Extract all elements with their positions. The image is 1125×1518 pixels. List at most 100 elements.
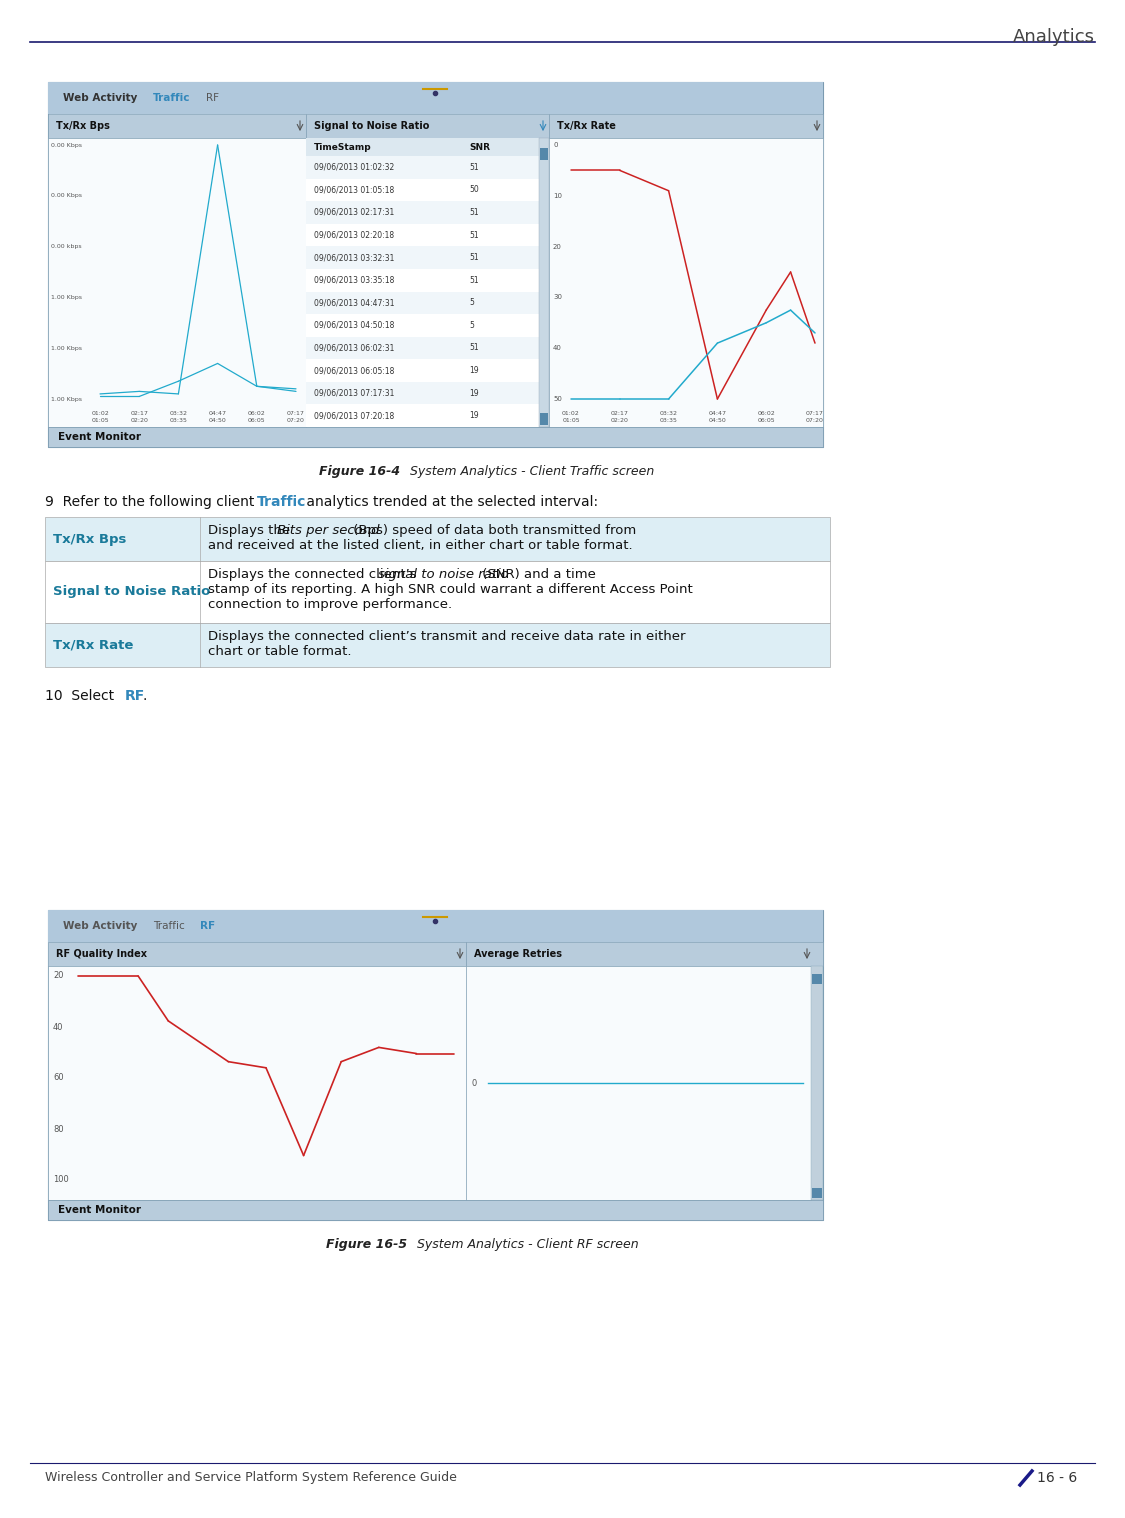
Text: 06:05: 06:05: [757, 417, 775, 424]
Bar: [306, 223, 539, 246]
Text: 01:02: 01:02: [91, 411, 109, 416]
Text: 09/06/2013 07:17:31: 09/06/2013 07:17:31: [314, 389, 395, 398]
Bar: [45, 562, 830, 622]
Bar: [306, 156, 539, 179]
Text: 07:17: 07:17: [806, 411, 824, 416]
Text: Tx/Rx Bps: Tx/Rx Bps: [53, 533, 126, 545]
Text: 16 - 6: 16 - 6: [1037, 1471, 1078, 1485]
Text: Traffic: Traffic: [153, 921, 184, 931]
Text: Tx/Rx Rate: Tx/Rx Rate: [53, 639, 134, 651]
Text: 51: 51: [469, 231, 478, 240]
Bar: [549, 138, 824, 427]
Text: 09/06/2013 06:02:31: 09/06/2013 06:02:31: [314, 343, 395, 352]
Bar: [812, 1189, 822, 1198]
Bar: [48, 82, 823, 114]
Text: 07:20: 07:20: [287, 417, 305, 424]
Text: connection to improve performance.: connection to improve performance.: [208, 598, 452, 612]
Text: Traffic: Traffic: [153, 93, 190, 103]
Bar: [539, 138, 549, 427]
Text: 09/06/2013 02:17:31: 09/06/2013 02:17:31: [314, 208, 394, 217]
Text: 19: 19: [469, 366, 478, 375]
Text: 0: 0: [472, 1078, 477, 1087]
Text: 09/06/2013 04:47:31: 09/06/2013 04:47:31: [314, 299, 395, 307]
Text: 20: 20: [53, 972, 63, 981]
Bar: [540, 147, 548, 159]
Text: 04:47: 04:47: [208, 411, 226, 416]
Text: 04:50: 04:50: [709, 417, 727, 424]
Text: 0.00 Kbps: 0.00 Kbps: [51, 143, 82, 147]
Bar: [540, 413, 548, 425]
Text: Traffic: Traffic: [256, 495, 306, 509]
Text: 0: 0: [554, 143, 558, 147]
Text: System Analytics - Client Traffic screen: System Analytics - Client Traffic screen: [402, 465, 655, 478]
Text: RF: RF: [206, 93, 219, 103]
Text: 80: 80: [53, 1125, 64, 1134]
Bar: [48, 943, 466, 965]
Text: Displays the: Displays the: [208, 524, 295, 537]
Text: 06:05: 06:05: [248, 417, 266, 424]
Text: 51: 51: [469, 254, 478, 263]
Text: SNR: SNR: [469, 143, 490, 152]
Text: 50: 50: [469, 185, 479, 194]
Bar: [466, 943, 824, 965]
Text: 07:17: 07:17: [287, 411, 305, 416]
Text: 01:05: 01:05: [562, 417, 579, 424]
Text: Signal to Noise Ratio: Signal to Noise Ratio: [314, 121, 430, 131]
Text: Bits per second: Bits per second: [277, 524, 379, 537]
Bar: [306, 314, 539, 337]
Text: 09/06/2013 04:50:18: 09/06/2013 04:50:18: [314, 320, 395, 329]
Text: Displays the connected client’s: Displays the connected client’s: [208, 568, 421, 581]
Text: Event Monitor: Event Monitor: [58, 433, 141, 442]
Text: 09/06/2013 01:05:18: 09/06/2013 01:05:18: [314, 185, 394, 194]
Text: 0.00 Kbps: 0.00 Kbps: [51, 193, 82, 199]
Text: 02:20: 02:20: [611, 417, 629, 424]
Text: 5: 5: [469, 299, 474, 307]
Text: 10  Select: 10 Select: [45, 689, 118, 703]
Bar: [306, 404, 539, 427]
Bar: [45, 622, 830, 666]
Bar: [48, 138, 306, 427]
Bar: [306, 179, 539, 202]
Text: 09/06/2013 06:05:18: 09/06/2013 06:05:18: [314, 366, 395, 375]
Bar: [306, 202, 539, 223]
Bar: [306, 114, 549, 138]
Text: 100: 100: [53, 1175, 69, 1184]
Text: Displays the connected client’s transmit and receive data rate in either: Displays the connected client’s transmit…: [208, 630, 685, 644]
Text: 5: 5: [469, 320, 474, 329]
Text: 51: 51: [469, 162, 478, 172]
Text: 02:17: 02:17: [130, 411, 148, 416]
Text: TimeStamp: TimeStamp: [314, 143, 371, 152]
Text: 1.00 Kbps: 1.00 Kbps: [51, 346, 82, 351]
Bar: [306, 138, 539, 156]
Bar: [306, 246, 539, 269]
Bar: [549, 114, 824, 138]
Text: 10: 10: [554, 193, 562, 199]
Text: 02:20: 02:20: [130, 417, 148, 424]
Bar: [306, 383, 539, 404]
Bar: [812, 975, 822, 984]
Text: 51: 51: [469, 343, 478, 352]
Text: 50: 50: [554, 396, 561, 402]
Bar: [48, 114, 306, 138]
Bar: [306, 337, 539, 360]
Text: 19: 19: [469, 389, 478, 398]
Text: 20: 20: [554, 243, 561, 249]
Text: 1.00 Kbps: 1.00 Kbps: [51, 396, 82, 401]
Bar: [45, 518, 830, 562]
Bar: [48, 427, 823, 446]
Text: 03:32: 03:32: [659, 411, 677, 416]
Text: chart or table format.: chart or table format.: [208, 645, 351, 657]
Text: 03:35: 03:35: [659, 417, 677, 424]
Bar: [466, 965, 811, 1201]
Text: Figure 16-4: Figure 16-4: [318, 465, 400, 478]
Text: 03:32: 03:32: [170, 411, 188, 416]
Text: 40: 40: [53, 1023, 63, 1032]
Text: 1.00 Kbps: 1.00 Kbps: [51, 294, 82, 301]
Text: Analytics: Analytics: [1012, 27, 1095, 46]
Text: signal to noise ratio: signal to noise ratio: [378, 568, 508, 581]
Text: RF: RF: [200, 921, 215, 931]
Text: 60: 60: [53, 1073, 64, 1082]
Bar: [306, 269, 539, 291]
Text: 01:02: 01:02: [562, 411, 579, 416]
Text: (SNR) and a time: (SNR) and a time: [478, 568, 596, 581]
